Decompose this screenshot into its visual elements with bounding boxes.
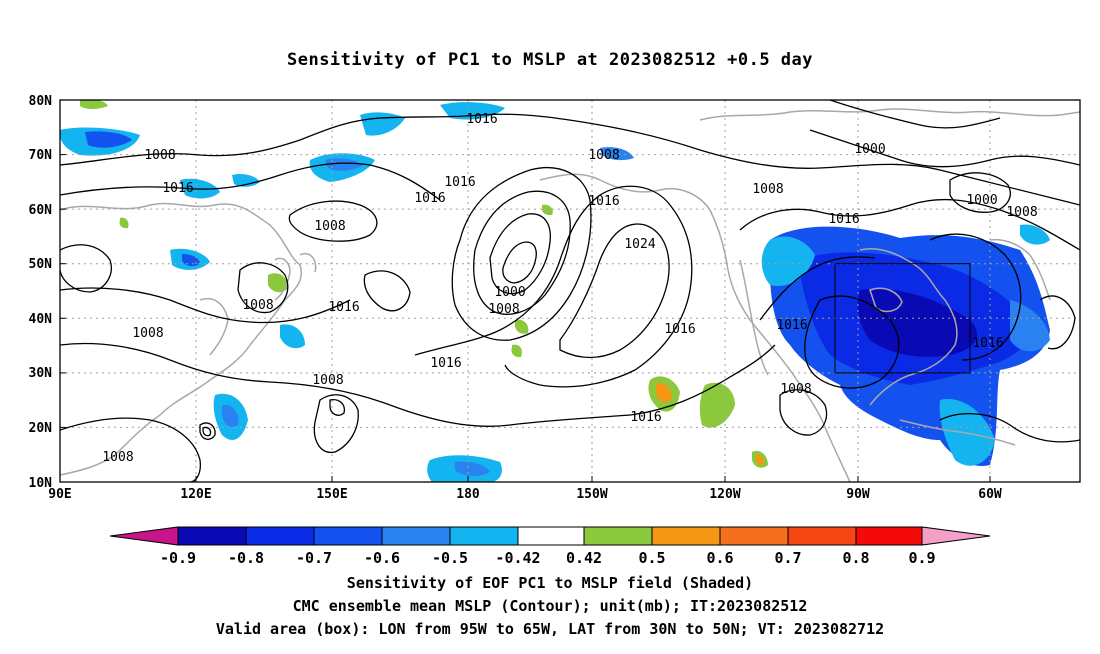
contour-label: 1000 xyxy=(854,142,885,157)
colorbar-tick: -0.8 xyxy=(228,549,264,567)
colorbar-segment xyxy=(313,526,383,546)
colorbar-segment xyxy=(651,526,721,546)
contour-label: 1008 xyxy=(314,219,345,234)
contour-label: 1016 xyxy=(444,175,475,190)
lat-label: 80N xyxy=(29,94,53,109)
colorbar-tick: 0.42 xyxy=(566,549,602,567)
caption-valid-area: Valid area (box): LON from 95W to 65W, L… xyxy=(215,620,885,638)
axis-ticks xyxy=(60,99,991,483)
colorbar-tick: 0.5 xyxy=(638,549,665,567)
lon-label: 150E xyxy=(316,487,347,502)
lon-label: 90E xyxy=(48,487,71,502)
colorbar-tick: 0.8 xyxy=(842,549,869,567)
lon-label: 180 xyxy=(456,487,480,502)
colorbar-segment xyxy=(583,526,653,546)
mslp-contours xyxy=(60,100,1080,482)
colorbar-tick: -0.6 xyxy=(364,549,400,567)
contour-label: 1008 xyxy=(488,302,519,317)
colorbar-segment xyxy=(177,526,247,546)
lon-label: 60W xyxy=(978,487,1002,502)
contour-label: 1016 xyxy=(588,194,619,209)
contour-label: 1024 xyxy=(624,237,655,252)
map-grid xyxy=(60,100,1080,482)
lon-label: 150W xyxy=(576,487,607,502)
colorbar-segment xyxy=(381,526,451,546)
map-title: Sensitivity of PC1 to MSLP at 2023082512… xyxy=(286,50,813,70)
contour-label: 1016 xyxy=(664,322,695,337)
colorbar xyxy=(109,526,991,546)
colorbar-tick: -0.42 xyxy=(495,549,540,567)
colorbar-tick: -0.5 xyxy=(432,549,468,567)
lon-label: 120W xyxy=(709,487,740,502)
contour-label: 1000 xyxy=(966,193,997,208)
contour-label: 1008 xyxy=(752,182,783,197)
contour-label: 1008 xyxy=(144,148,175,163)
contour-label: 1016 xyxy=(828,212,859,227)
sensitivity-shading xyxy=(60,100,1050,482)
colorbar-tick: -0.9 xyxy=(160,549,196,567)
lat-label: 60N xyxy=(29,203,53,218)
lat-label: 20N xyxy=(29,421,53,436)
contour-label: 1008 xyxy=(588,148,619,163)
latitude-labels: 80N 70N 60N 50N 40N 30N 20N 10N xyxy=(29,94,53,491)
lat-label: 70N xyxy=(29,148,53,163)
contour-label: 1008 xyxy=(132,326,163,341)
contour-label: 1008 xyxy=(312,373,343,388)
colorbar-high-arrow xyxy=(921,526,991,546)
colorbar-segment xyxy=(719,526,789,546)
lat-label: 10N xyxy=(29,476,53,491)
contour-label: 1016 xyxy=(972,336,1003,351)
contour-label: 1000 xyxy=(494,285,525,300)
colorbar-low-arrow xyxy=(109,526,179,546)
lon-label: 120E xyxy=(180,487,211,502)
lat-label: 30N xyxy=(29,366,53,381)
caption-contour: CMC ensemble mean MSLP (Contour); unit(m… xyxy=(292,597,808,615)
contour-label: 1016 xyxy=(414,191,445,206)
colorbar-tick: -0.7 xyxy=(296,549,332,567)
map-frame xyxy=(59,99,1081,483)
colorbar-segment xyxy=(449,526,519,546)
contour-label: 1008 xyxy=(780,382,811,397)
colorbar-segment xyxy=(855,526,923,546)
lon-label: 90W xyxy=(846,487,870,502)
contour-label: 1008 xyxy=(242,298,273,313)
caption-shaded: Sensitivity of EOF PC1 to MSLP field (Sh… xyxy=(346,574,754,592)
colorbar-segment xyxy=(787,526,857,546)
colorbar-segment xyxy=(245,526,315,546)
valid-area-box xyxy=(834,263,971,374)
contour-label: 1016 xyxy=(328,300,359,315)
longitude-labels: 90E 120E 150E 180 150W 120W 90W 60W xyxy=(48,487,1002,502)
colorbar-tick-labels: -0.9 -0.8 -0.7 -0.6 -0.5 -0.42 0.42 0.5 … xyxy=(160,549,936,567)
lat-label: 50N xyxy=(29,257,53,272)
colorbar-tick: 0.9 xyxy=(908,549,935,567)
contour-label: 1008 xyxy=(102,450,133,465)
coastlines xyxy=(60,108,1080,482)
contour-label: 1016 xyxy=(776,318,807,333)
colorbar-tick: 0.6 xyxy=(706,549,733,567)
contour-label-group: 1008 1008 1016 1016 1000 1000 1008 1016 … xyxy=(102,112,1037,465)
contour-label: 1008 xyxy=(1006,205,1037,220)
contour-label: 1016 xyxy=(630,410,661,425)
colorbar-tick: 0.7 xyxy=(774,549,801,567)
contour-label: 1016 xyxy=(162,181,193,196)
lat-label: 40N xyxy=(29,312,53,327)
contour-label: 1016 xyxy=(466,112,497,127)
colorbar-segment xyxy=(517,526,585,546)
contour-label: 1016 xyxy=(430,356,461,371)
